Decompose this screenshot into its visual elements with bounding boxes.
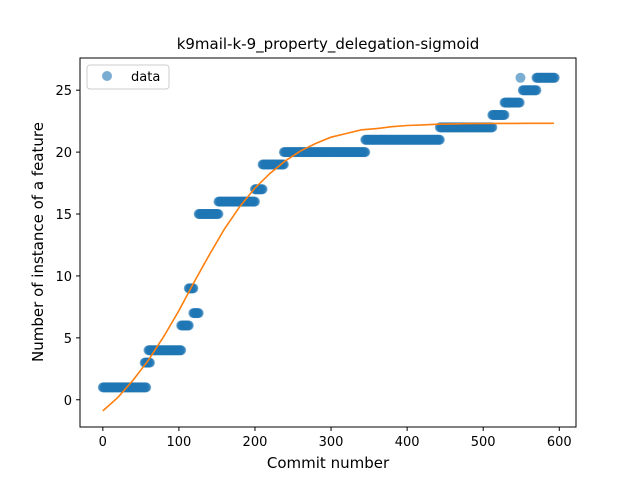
data-point [360,147,371,158]
x-tick-label: 400 [395,435,420,450]
legend: data [86,64,170,90]
legend-marker-data [102,71,112,81]
y-tick-label: 0 [64,394,72,409]
axes-frame [79,57,577,428]
plot-area [97,72,560,412]
data-point [193,308,204,319]
data-point [514,97,525,108]
data-point [434,134,445,145]
data-point [213,209,224,220]
x-axis: 0 100 200 300 400 500 600 [99,427,572,450]
y-tick-label: 20 [55,146,72,161]
y-tick-label: 25 [55,84,72,99]
x-axis-label: Commit number [267,454,390,472]
data-point [176,345,187,356]
y-tick-label: 15 [55,208,72,223]
data-point [549,72,560,83]
data-point [487,122,498,133]
chart-title: k9mail-k-9_property_delegation-sigmoid [177,35,480,54]
y-axis-label: Number of instance of a feature [29,122,47,362]
y-axis: 0 5 10 15 20 25 [55,84,80,409]
y-tick-label: 5 [64,332,72,347]
legend-box [86,64,170,90]
x-tick-label: 0 [99,435,107,450]
x-tick-label: 600 [547,435,572,450]
data-point [515,72,526,83]
x-tick-label: 300 [319,435,344,450]
x-tick-label: 500 [471,435,496,450]
series-fit-line [102,122,554,412]
data-point [141,382,152,393]
data-point [188,283,199,294]
x-tick-label: 200 [243,435,268,450]
data-point [249,196,260,207]
x-tick-label: 100 [166,435,191,450]
y-tick-label: 10 [55,270,72,285]
data-point [257,184,268,195]
data-point [531,85,542,96]
data-point [499,109,510,120]
legend-label-data: data [131,70,160,85]
data-point [278,159,289,170]
data-point [183,320,194,331]
